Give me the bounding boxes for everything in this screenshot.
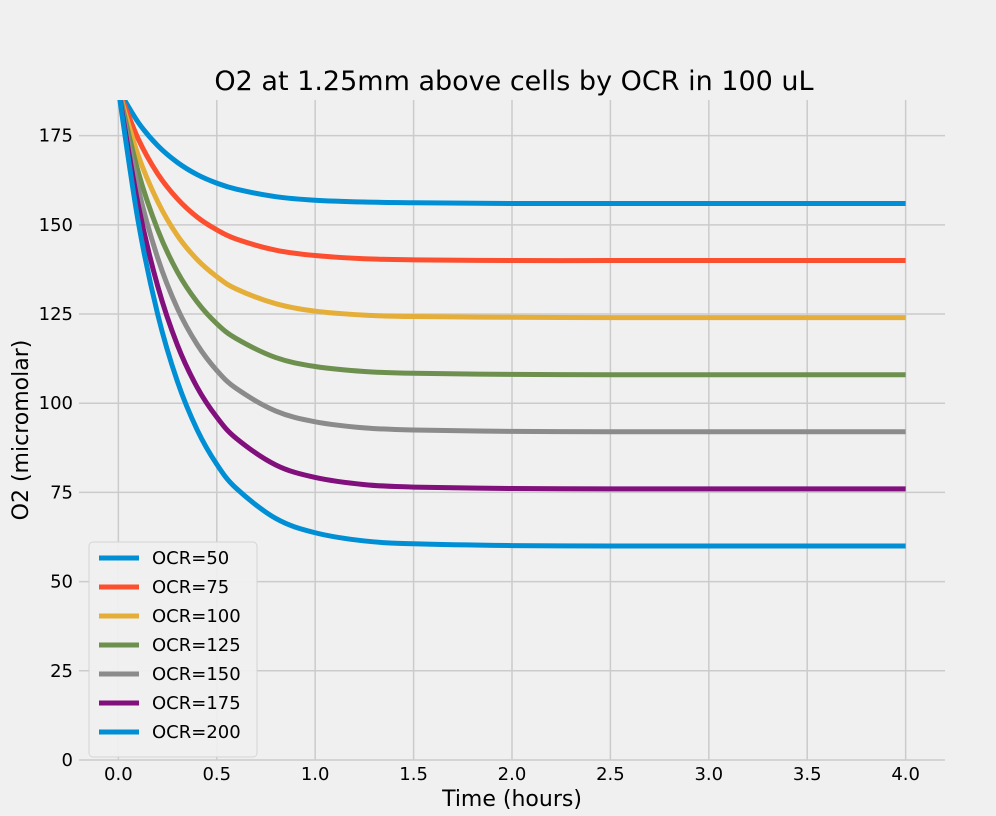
legend-label: OCR=150 — [152, 664, 241, 685]
y-tick-label: 25 — [50, 661, 73, 682]
chart-title: O2 at 1.25mm above cells by OCR in 100 u… — [214, 66, 813, 97]
legend-label: OCR=125 — [152, 635, 241, 656]
tick-labels: 0.0 0.5 1.0 1.5 2.0 2.5 3.0 3.5 4.0 0 25 50 75 100 125… — [39, 126, 920, 785]
series-line-ocr-125 — [118, 100, 906, 378]
series-line-ocr-75 — [119, 100, 906, 264]
y-tick-label: 50 — [50, 572, 73, 593]
series-line-ocr-175 — [117, 100, 906, 492]
series-layer — [117, 100, 906, 549]
y-tick-label: 150 — [39, 215, 73, 236]
x-tick-label: 0.0 — [104, 764, 133, 785]
series-line-ocr-150 — [117, 100, 906, 435]
legend-label: OCR=100 — [152, 606, 241, 627]
x-tick-label: 0.5 — [202, 764, 231, 785]
y-axis-label: O2 (micromolar) — [9, 340, 34, 521]
x-tick-label: 3.0 — [694, 764, 723, 785]
x-tick-label: 4.0 — [891, 764, 920, 785]
grid — [79, 100, 945, 761]
x-tick-label: 2.0 — [498, 764, 527, 785]
x-tick-label: 1.5 — [399, 764, 428, 785]
series-line-ocr-200 — [117, 100, 906, 549]
x-axis-label: Time (hours) — [441, 787, 582, 812]
series-line-ocr-50 — [121, 100, 906, 207]
x-tick-label: 2.5 — [596, 764, 625, 785]
y-tick-label: 100 — [39, 393, 73, 414]
legend-label: OCR=75 — [152, 577, 229, 598]
x-tick-label: 1.0 — [301, 764, 330, 785]
legend-label: OCR=200 — [152, 722, 241, 743]
x-tick-label: 3.5 — [793, 764, 822, 785]
legend: OCR=50 OCR=75 OCR=100 OCR=125 OCR=150 OCR=175… — [88, 541, 258, 758]
legend-label: OCR=175 — [152, 693, 241, 714]
legend-label: OCR=50 — [152, 548, 229, 569]
y-tick-label: 0 — [62, 750, 73, 771]
series-line-ocr-100 — [118, 100, 906, 321]
y-tick-label: 75 — [50, 482, 73, 503]
y-tick-label: 125 — [39, 304, 73, 325]
y-tick-label: 175 — [39, 126, 73, 147]
